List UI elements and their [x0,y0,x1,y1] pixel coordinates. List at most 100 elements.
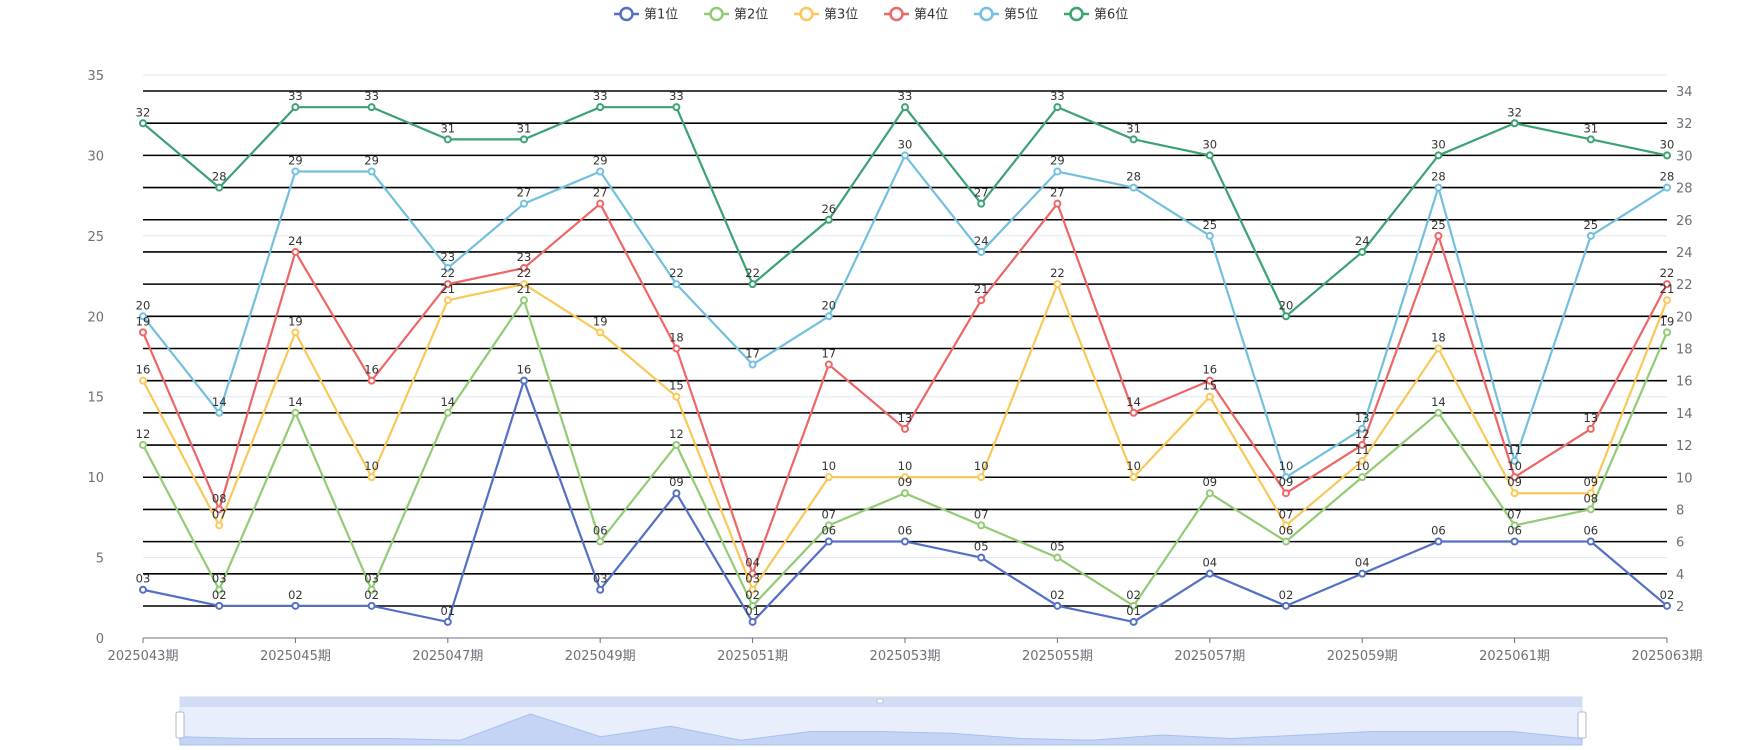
data-point[interactable] [1434,408,1443,417]
data-point[interactable] [977,296,986,305]
data-point[interactable] [1282,537,1290,546]
data-point[interactable] [443,296,452,305]
data-point[interactable] [1358,440,1367,449]
data-point[interactable] [1205,231,1214,240]
data-point[interactable] [1510,473,1519,482]
data-point[interactable] [748,617,757,626]
data-point[interactable] [443,264,452,273]
legend-item-6[interactable]: 第6位 [1064,6,1128,23]
legend-item-1[interactable]: 第1位 [614,6,678,23]
data-point[interactable] [748,585,757,594]
data-point[interactable] [748,569,757,578]
data-point[interactable] [1510,457,1519,466]
data-point[interactable] [824,537,833,546]
data-point[interactable] [443,135,452,144]
data-point[interactable] [520,135,528,144]
data-point[interactable] [215,408,224,417]
data-point[interactable] [1282,489,1290,498]
data-point[interactable] [215,505,224,514]
data-point[interactable] [1434,183,1443,192]
data-point[interactable] [596,537,605,546]
data-point[interactable] [1586,135,1595,144]
data-zoom-slider[interactable] [175,696,1587,746]
data-point[interactable] [748,280,757,289]
data-point[interactable] [520,280,528,289]
data-point[interactable] [1205,392,1214,401]
data-point[interactable] [901,537,909,546]
data-point[interactable] [1282,473,1290,482]
data-point[interactable] [1358,424,1367,433]
data-point[interactable] [1434,344,1443,353]
data-point[interactable] [596,328,605,337]
data-point[interactable] [520,199,528,208]
data-point[interactable] [824,312,833,321]
data-point[interactable] [1205,489,1214,498]
datazoom-move-handle[interactable] [876,698,884,704]
legend-item-5[interactable]: 第5位 [974,6,1038,23]
data-point[interactable] [824,521,833,530]
data-point[interactable] [291,167,300,176]
data-point[interactable] [596,585,605,594]
data-point[interactable] [824,360,833,369]
data-point[interactable] [139,328,147,337]
data-point[interactable] [748,360,757,369]
data-point[interactable] [1053,199,1062,208]
data-point[interactable] [291,103,300,112]
data-point[interactable] [596,103,605,112]
data-point[interactable] [977,473,986,482]
data-point[interactable] [1434,537,1443,546]
data-point[interactable] [1053,601,1062,610]
data-point[interactable] [1053,553,1062,562]
data-point[interactable] [1129,183,1138,192]
data-point[interactable] [291,408,300,417]
legend-item-3[interactable]: 第3位 [794,6,858,23]
data-point[interactable] [672,392,681,401]
data-point[interactable] [1663,183,1671,192]
data-point[interactable] [1586,489,1595,498]
data-point[interactable] [1510,119,1519,128]
data-point[interactable] [672,489,681,498]
data-point[interactable] [1129,473,1138,482]
data-point[interactable] [1358,247,1367,256]
data-point[interactable] [1358,473,1367,482]
data-point[interactable] [1205,569,1214,578]
legend-item-4[interactable]: 第4位 [884,6,948,23]
data-point[interactable] [139,376,147,385]
data-point[interactable] [824,473,833,482]
data-point[interactable] [367,585,376,594]
data-point[interactable] [1282,521,1290,530]
data-point[interactable] [1663,296,1671,305]
data-point[interactable] [443,408,452,417]
data-point[interactable] [901,489,909,498]
data-point[interactable] [1434,151,1443,160]
data-point[interactable] [1205,376,1214,385]
datazoom-handle-left[interactable] [175,711,185,739]
data-point[interactable] [1053,103,1062,112]
data-point[interactable] [215,521,224,530]
data-point[interactable] [1586,537,1595,546]
data-point[interactable] [520,296,528,305]
data-point[interactable] [1510,489,1519,498]
data-point[interactable] [1282,312,1290,321]
data-point[interactable] [1663,601,1671,610]
data-point[interactable] [367,376,376,385]
data-point[interactable] [139,585,147,594]
data-point[interactable] [215,585,224,594]
data-point[interactable] [520,376,528,385]
data-point[interactable] [367,167,376,176]
data-point[interactable] [824,215,833,224]
data-point[interactable] [291,247,300,256]
data-point[interactable] [1129,601,1138,610]
data-point[interactable] [139,312,147,321]
data-point[interactable] [1282,601,1290,610]
data-point[interactable] [977,247,986,256]
data-point[interactable] [1358,569,1367,578]
data-point[interactable] [1205,151,1214,160]
data-point[interactable] [520,264,528,273]
data-point[interactable] [672,440,681,449]
data-point[interactable] [1510,537,1519,546]
data-point[interactable] [367,103,376,112]
data-point[interactable] [1586,424,1595,433]
data-point[interactable] [291,328,300,337]
data-point[interactable] [291,601,300,610]
